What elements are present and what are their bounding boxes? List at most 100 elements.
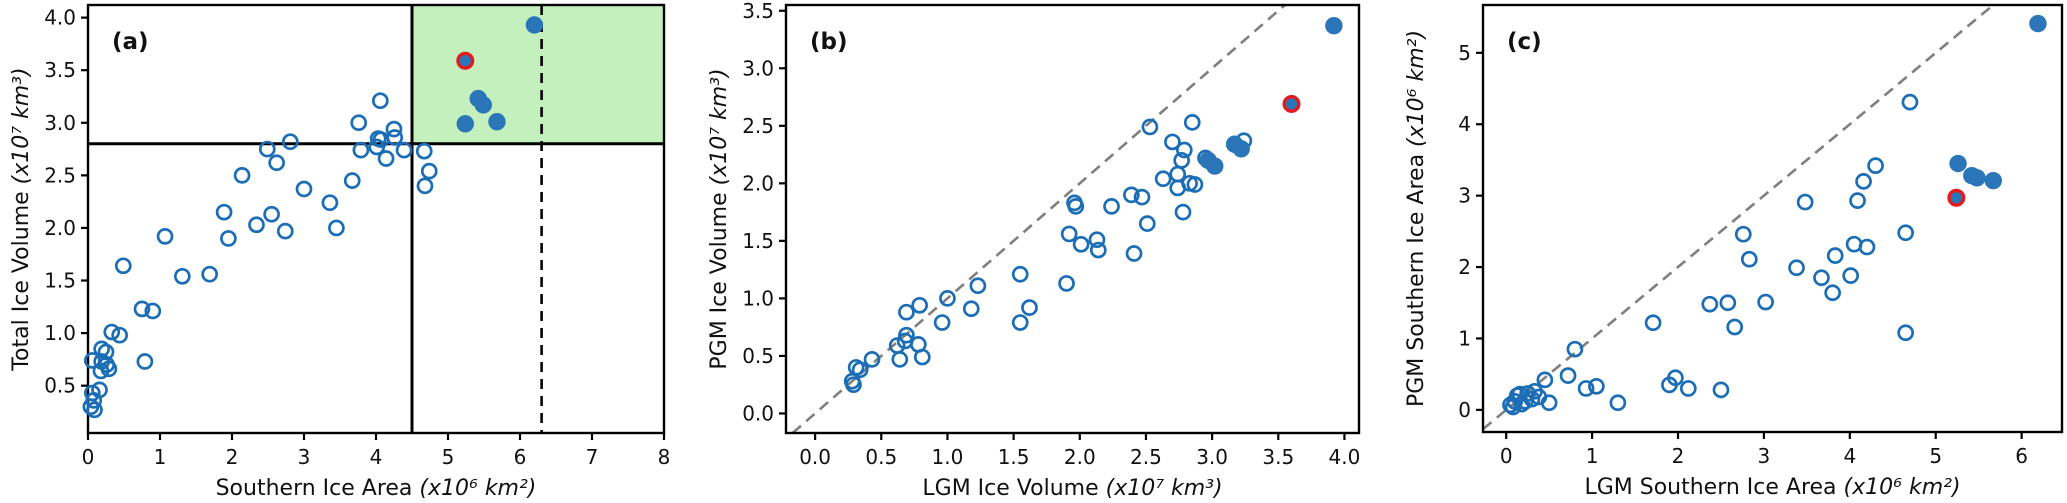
data-point-open <box>1123 186 1140 204</box>
y-tick-label: 1.0 <box>44 321 76 345</box>
data-point-open <box>114 257 132 275</box>
data-point-open <box>86 401 103 419</box>
data-point-red-highlight <box>1947 188 1966 207</box>
data-point-open <box>1125 245 1143 262</box>
data-point-open <box>1826 247 1844 264</box>
data-point-open <box>1813 269 1830 287</box>
data-point-open <box>1183 114 1201 131</box>
x-tick-label: 2 <box>226 445 239 469</box>
y-tick-label: 5 <box>1458 41 1471 65</box>
data-point-open <box>1559 367 1577 384</box>
data-point-open <box>201 265 219 283</box>
x-tick-label: 2.0 <box>1064 445 1096 469</box>
data-point-open <box>371 92 389 110</box>
data-point-open <box>156 228 174 245</box>
y-tick-label: 3 <box>1458 184 1471 208</box>
data-point-filled <box>1206 157 1224 175</box>
data-point-open <box>352 141 370 159</box>
data-point-filled <box>1984 171 2002 190</box>
x-tick-label: 1.0 <box>932 445 964 469</box>
data-point-open <box>276 222 294 240</box>
y-axis-label: PGM Southern Ice Area (x10⁶ km²) <box>1404 30 1429 407</box>
data-point-open <box>1824 284 1841 302</box>
data-point-open <box>1577 380 1595 397</box>
panel-label: (a) <box>112 29 149 55</box>
data-point-open <box>144 302 162 320</box>
data-point-filled <box>1968 169 1986 187</box>
x-tick-label: 3.0 <box>1196 445 1228 469</box>
data-point-open <box>1796 193 1814 211</box>
identity-line <box>1482 4 1995 431</box>
data-point-open <box>1867 157 1884 175</box>
data-point-open <box>911 296 929 314</box>
data-point-open <box>1088 231 1106 249</box>
data-point-open <box>898 326 915 344</box>
data-point-open <box>91 381 108 399</box>
data-point-open <box>1164 133 1181 151</box>
data-point-open <box>83 352 101 369</box>
y-tick-label: 2.5 <box>742 114 774 138</box>
data-point-red-highlight <box>1282 94 1301 113</box>
data-point-open <box>268 154 285 172</box>
data-point-open <box>1897 324 1915 342</box>
data-point-open <box>395 141 413 159</box>
data-point-open <box>103 323 121 341</box>
data-point-open <box>1566 340 1584 358</box>
x-axis-label: LGM Southern Ice Area (x10⁶ km²) <box>1584 475 1960 500</box>
y-tick-label: 0 <box>1458 398 1471 422</box>
y-tick-label: 0.5 <box>742 344 774 368</box>
data-point-open <box>1173 151 1191 169</box>
y-tick-label: 2 <box>1458 255 1471 279</box>
data-point-open <box>1588 377 1605 395</box>
data-point-open <box>97 343 115 361</box>
data-point-open <box>92 362 110 380</box>
x-tick-label: 1.5 <box>998 445 1030 469</box>
y-tick-label: 3.5 <box>742 0 774 23</box>
x-tick-label: 1 <box>1586 444 1599 468</box>
data-point-open <box>1901 93 1919 111</box>
data-point-open <box>1011 265 1029 283</box>
data-point-filled <box>456 115 474 133</box>
panel-label: (b) <box>810 29 848 55</box>
data-point-open <box>1138 215 1156 232</box>
data-point-open <box>863 351 881 368</box>
data-point-open <box>281 133 299 151</box>
data-point-open <box>220 230 237 247</box>
panel-label: (c) <box>1507 29 1542 55</box>
data-point-open <box>133 300 151 318</box>
identity-line <box>791 4 1286 434</box>
x-tick-label: 1 <box>154 445 167 469</box>
x-tick-label: 3 <box>1758 444 1771 468</box>
x-tick-label: 3 <box>298 445 311 469</box>
x-axis-label: LGM Ice Volume (x10⁷ km³) <box>922 476 1222 501</box>
data-point-open <box>1186 176 1204 193</box>
data-point-filled <box>1949 154 1967 173</box>
data-point-open <box>233 167 251 184</box>
y-tick-label: 2.0 <box>44 216 76 240</box>
data-point-open <box>851 361 869 379</box>
data-point-open <box>321 194 339 212</box>
data-point-open <box>1067 197 1085 215</box>
y-axis-label: PGM Ice Volume (x10⁷ km³) <box>707 68 732 369</box>
data-point-open <box>1849 192 1866 209</box>
data-point-open <box>969 277 987 295</box>
y-tick-label: 0.0 <box>742 401 774 425</box>
x-tick-label: 0 <box>82 445 95 469</box>
y-tick-label: 4.0 <box>44 6 76 30</box>
data-point-open <box>1103 197 1120 215</box>
data-point-open <box>173 267 191 285</box>
y-tick-label: 3.0 <box>44 111 76 135</box>
y-tick-label: 3.5 <box>44 58 76 82</box>
data-point-open <box>136 353 154 370</box>
data-point-open <box>1734 225 1752 243</box>
data-point-open <box>1175 141 1193 159</box>
data-point-open <box>263 205 280 223</box>
x-tick-label: 0.5 <box>865 445 897 469</box>
y-tick-label: 1.5 <box>742 229 774 253</box>
data-point-open <box>845 376 862 394</box>
data-point-open <box>1609 394 1627 412</box>
y-axis-label: Total Ice Volume (x10⁷ km³) <box>9 67 34 371</box>
data-point-open <box>350 114 368 132</box>
